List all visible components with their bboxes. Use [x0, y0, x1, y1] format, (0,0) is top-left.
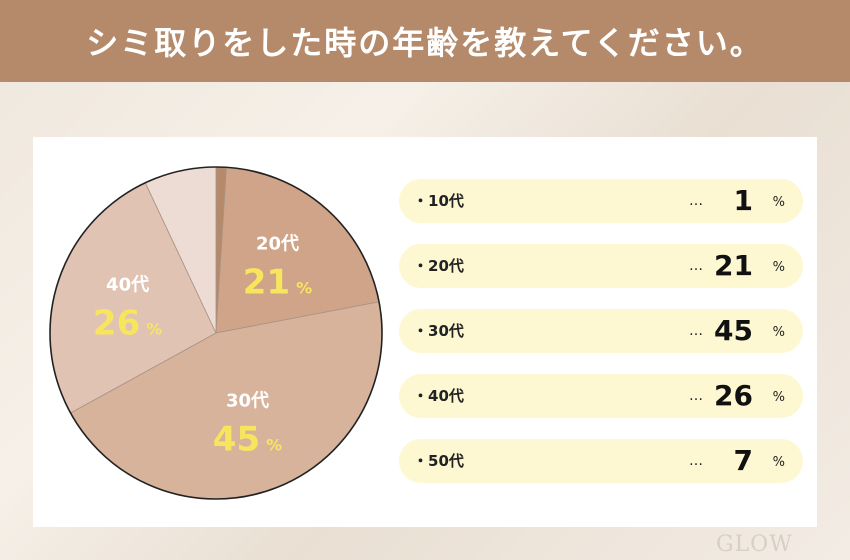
pie-chart: 20代 21 % 30代 45 % 40代 26%: [49, 166, 383, 500]
legend-item-40s: ・40代 … 26 %: [399, 374, 803, 418]
legend-dots: …: [689, 323, 703, 339]
legend-label: ・50代: [413, 452, 464, 470]
legend-value: 7: [733, 444, 753, 477]
legend-value: 21: [714, 249, 753, 282]
legend-dots: …: [689, 193, 703, 209]
legend-label: ・20代: [413, 257, 464, 275]
slice-category-label: 20代: [256, 233, 299, 254]
legend-unit: %: [772, 390, 785, 405]
legend-dots: …: [689, 388, 703, 404]
page-title: シミ取りをした時の年齢を教えてください。: [86, 24, 764, 62]
legend-item-50s: ・50代 … 7 %: [399, 439, 803, 483]
legend-item-20s: ・20代 … 21 %: [399, 244, 803, 288]
legend-item-30s: ・30代 … 45 %: [399, 309, 803, 353]
legend-item-10s: ・10代 … 1 %: [399, 179, 803, 223]
legend-dots: …: [689, 258, 703, 274]
slice-value-label: 21%: [243, 262, 312, 302]
legend-dots: …: [689, 453, 703, 469]
brand-logo: GLOW: [716, 532, 793, 557]
legend-value: 45: [714, 314, 753, 347]
slice-category-label: 30代: [226, 390, 269, 411]
slice-category-label: 40代: [106, 274, 149, 295]
legend-unit: %: [772, 455, 785, 470]
legend-value: 26: [714, 379, 753, 412]
legend-label: ・30代: [413, 322, 464, 340]
legend-unit: %: [772, 260, 785, 275]
chart-card: 20代 21% 30代 45% 40代 26% ・10代 … 1 % ・20代 … 21 …: [33, 137, 817, 527]
slice-value-label: 26%: [93, 303, 162, 343]
header-bar: シミ取りをした時の年齢を教えてください。: [0, 0, 850, 82]
legend-unit: %: [772, 325, 785, 340]
legend-unit: %: [772, 195, 785, 210]
pie-outline: [49, 166, 383, 500]
legend-label: ・10代: [413, 192, 464, 210]
legend-label: ・40代: [413, 387, 464, 405]
slice-value-label: 45%: [213, 419, 282, 459]
legend-value: 1: [733, 184, 753, 217]
legend-list: ・10代 … 1 % ・20代 … 21 % ・30代 … 45 % ・40代 …: [399, 179, 803, 504]
